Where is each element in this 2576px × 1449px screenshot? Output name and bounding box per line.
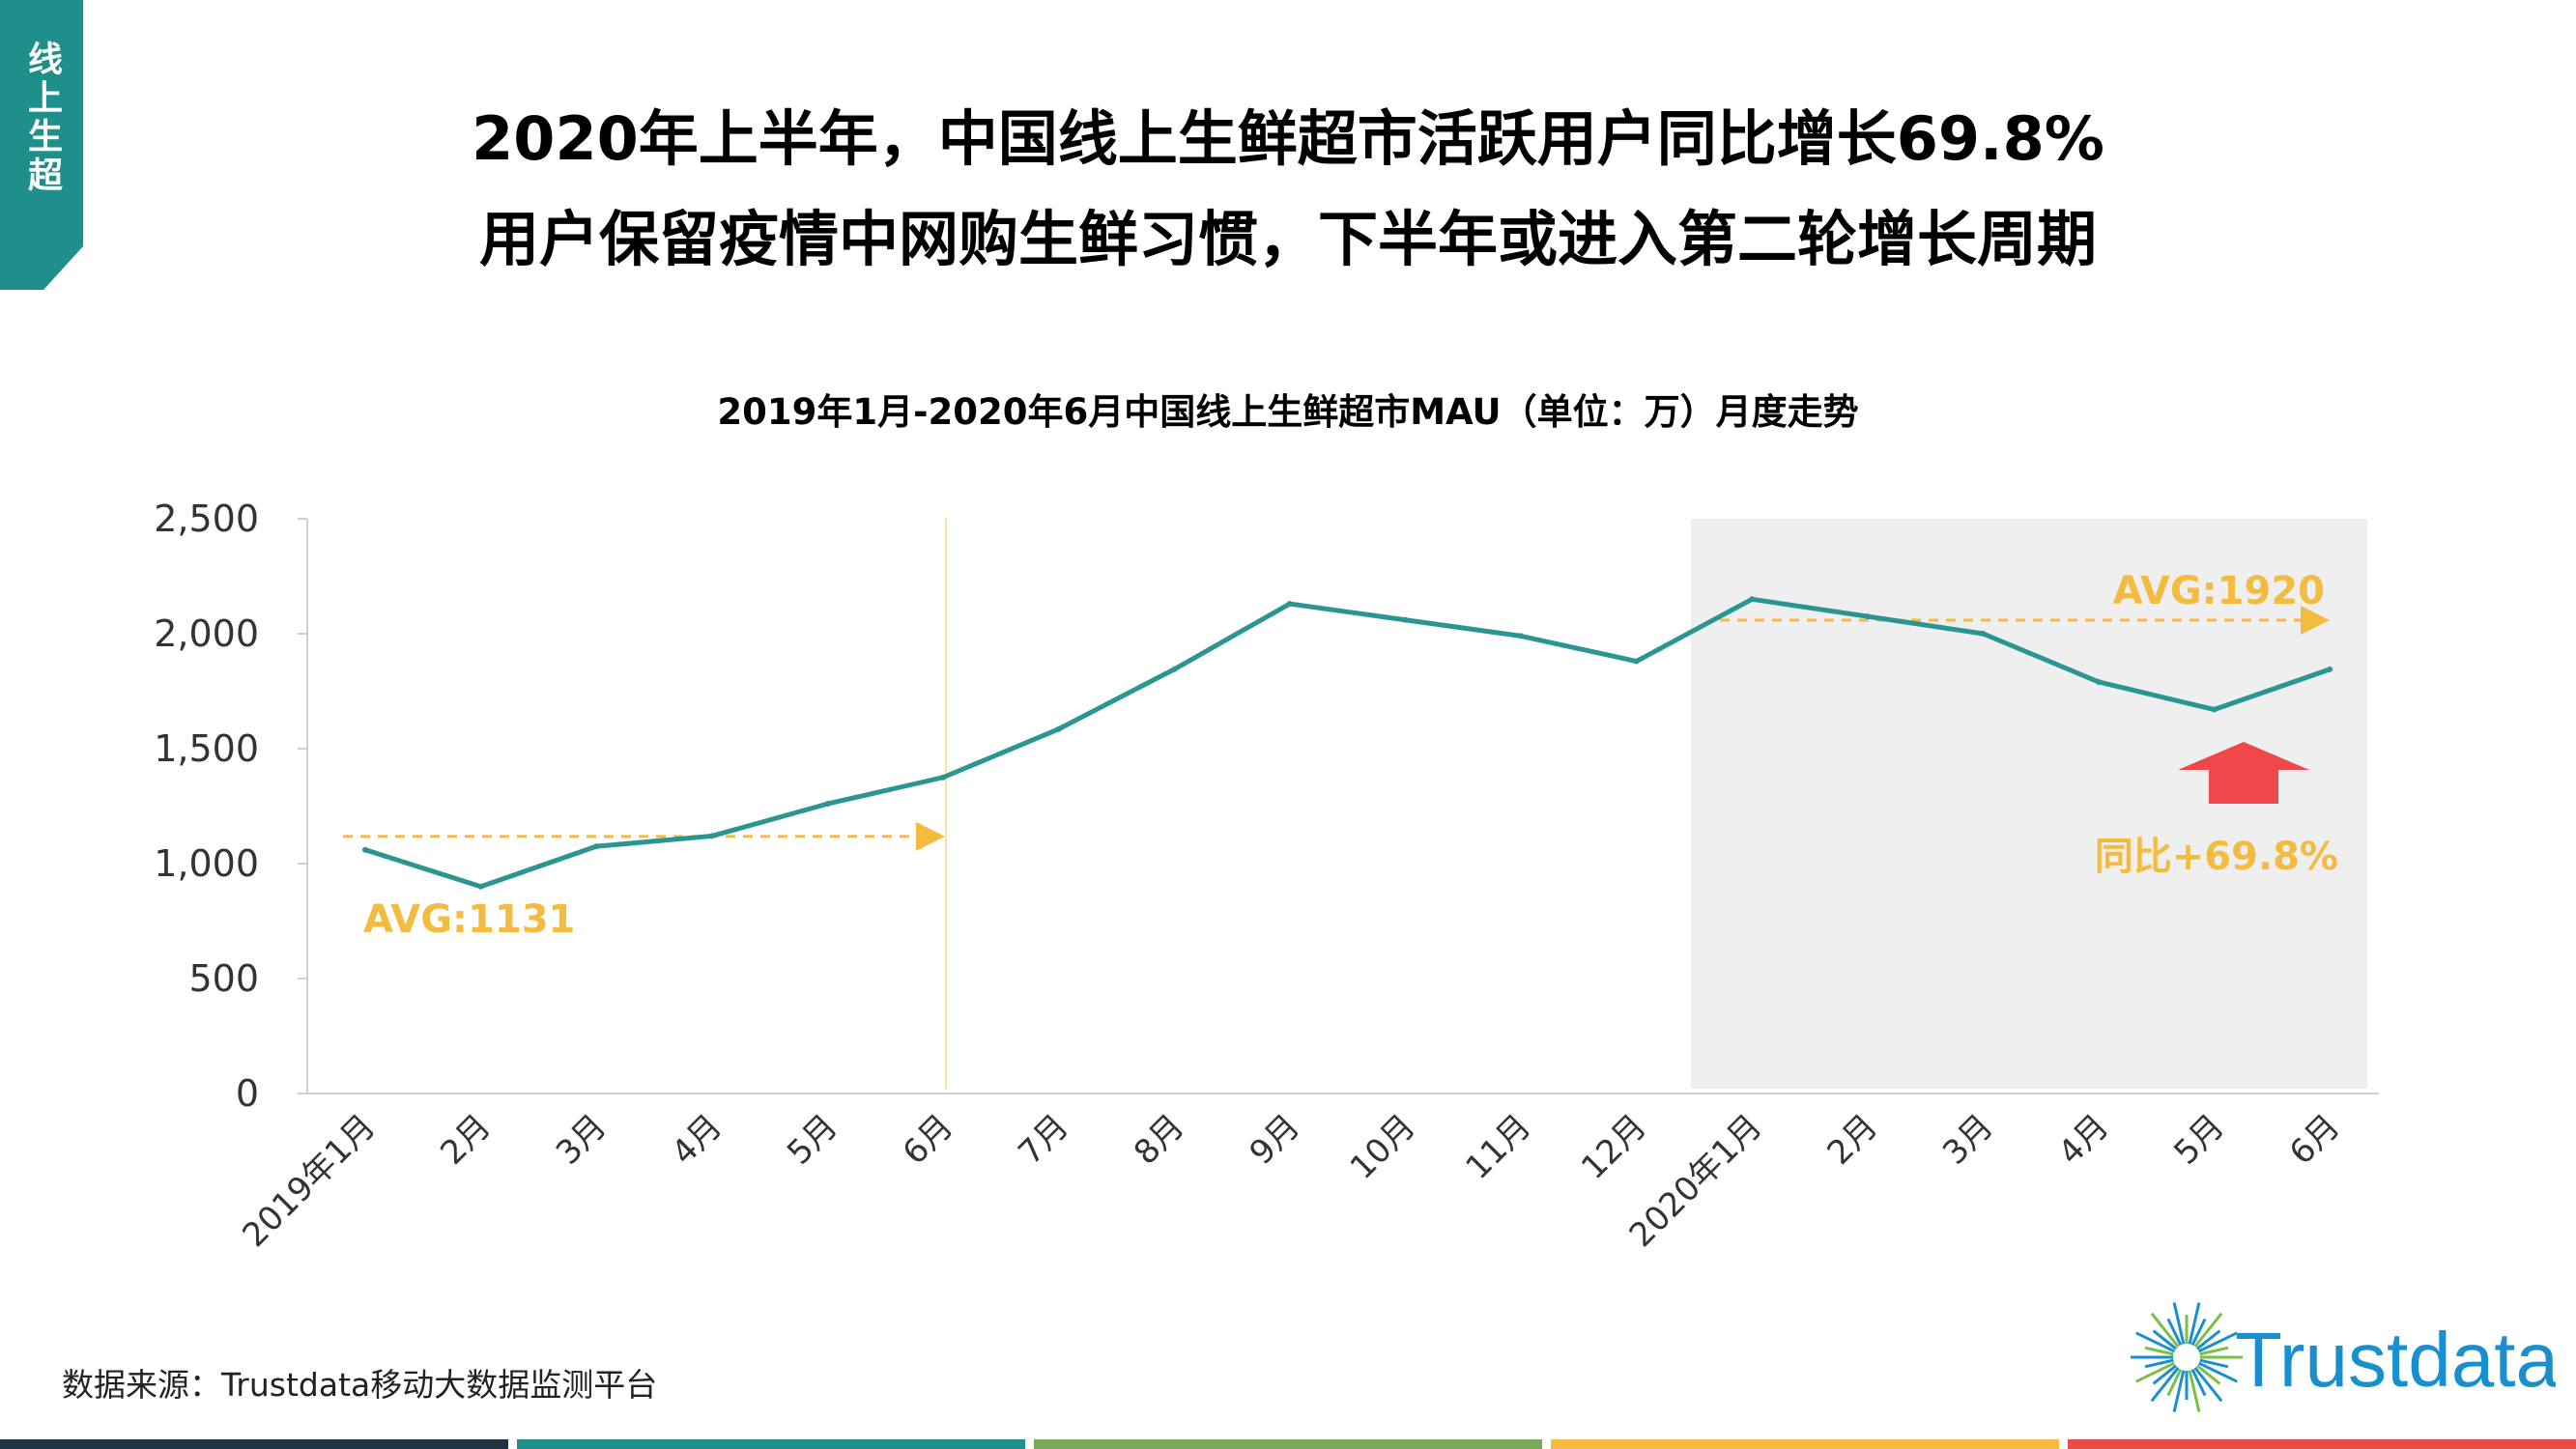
bottom-bar-segment <box>517 1439 1025 1449</box>
logo-ray <box>2152 1329 2177 1350</box>
logo-ray <box>2135 1361 2176 1383</box>
mau-data-point <box>1633 658 1640 665</box>
logo-ray <box>2190 1368 2207 1397</box>
logo-ray <box>2172 1370 2186 1412</box>
logo-ray <box>2197 1331 2238 1353</box>
logo-ray <box>2196 1364 2221 1385</box>
logo-ray <box>2144 1358 2174 1369</box>
mau-series-line <box>364 596 2332 890</box>
mau-data-point <box>593 843 600 850</box>
logo-ray <box>2150 1312 2180 1348</box>
mau-data-point <box>2327 666 2333 672</box>
headline: 2020年上半年，中国线上生鲜超市活跃用户同比增长69.8% 用户保留疫情中网购… <box>0 89 2576 290</box>
headline-line-1: 2020年上半年，中国线上生鲜超市活跃用户同比增长69.8% <box>472 103 2104 174</box>
x-tick-label: 10月 <box>1343 1107 1423 1187</box>
logo-ray <box>2199 1358 2229 1369</box>
yoy-growth-label: 同比+69.8% <box>2095 835 2338 879</box>
bottom-bar-segment <box>1551 1439 2059 1449</box>
mau-line-chart: 0 500 1,000 1,500 2,000 2,500 2019年1月 2月 3月 4月 5月 6… <box>154 497 2379 1255</box>
bottom-bar-segment <box>0 1439 508 1449</box>
mau-data-point <box>1171 666 1178 672</box>
sunburst-icon <box>2131 1302 2243 1412</box>
x-tick-label: 5月 <box>2166 1107 2232 1173</box>
x-tick-label: 4月 <box>2051 1107 2117 1173</box>
x-tick-label: 3月 <box>549 1107 615 1173</box>
trustdata-logo: Trustdata <box>2131 1302 2556 1412</box>
logo-ray <box>2190 1318 2207 1347</box>
logo-ray <box>2188 1302 2201 1345</box>
avg-2020-label: AVG:1920 <box>2113 569 2325 613</box>
mau-data-point <box>1980 631 1987 637</box>
logo-ray <box>2172 1302 2186 1345</box>
logo-ray <box>2166 1368 2183 1397</box>
mau-data-point <box>1402 616 1409 623</box>
logo-ray <box>2196 1329 2221 1350</box>
logo-ray <box>2188 1370 2201 1412</box>
up-arrow-icon <box>2178 742 2309 804</box>
mau-data-point <box>1518 633 1524 639</box>
x-tick-label: 12月 <box>1574 1107 1654 1187</box>
x-tick-label: 2月 <box>433 1107 499 1173</box>
mau-data-point <box>477 883 484 890</box>
logo-ray <box>2150 1367 2180 1403</box>
headline-line-2: 用户保留疫情中网购生鲜习惯，下半年或进入第二轮增长周期 <box>478 204 2097 274</box>
x-tick-label: 6月 <box>2282 1107 2348 1173</box>
mau-data-point <box>2096 678 2102 685</box>
x-tick-label: 2019年1月 <box>236 1107 384 1255</box>
x-tick-label: 3月 <box>1935 1107 2001 1173</box>
logo-ray <box>2193 1312 2223 1348</box>
x-tick-label: 4月 <box>665 1107 730 1173</box>
logo-ray <box>2197 1361 2238 1383</box>
mau-data-point <box>940 774 946 781</box>
avg-2019-label: AVG:1131 <box>363 897 575 942</box>
y-tick-label: 2,500 <box>154 497 259 540</box>
mau-data-point <box>2211 706 2218 713</box>
mau-data-point <box>1749 596 1756 603</box>
logo-ray <box>2193 1367 2223 1403</box>
y-tick-label: 0 <box>236 1072 259 1115</box>
x-tick-label: 2月 <box>1820 1107 1886 1173</box>
bottom-bar-segment <box>1034 1439 1542 1449</box>
bottom-bar-segment <box>2068 1439 2576 1449</box>
logo-ray <box>2144 1346 2174 1356</box>
x-tick-label: 11月 <box>1458 1107 1538 1187</box>
mau-data-point <box>362 846 368 853</box>
logo-ray <box>2152 1364 2177 1385</box>
data-source: 数据来源：Trustdata移动大数据监测平台 <box>62 1366 658 1404</box>
y-tick-label: 2,000 <box>154 612 259 655</box>
x-tick-label: 5月 <box>780 1107 845 1173</box>
logo-ray <box>2166 1318 2183 1347</box>
mau-data-point <box>708 833 715 839</box>
section-tag: 线上生超 <box>0 0 83 290</box>
mau-data-point <box>824 801 831 808</box>
mau-data-point <box>1286 601 1293 608</box>
logo-text: Trustdata <box>2235 1317 2556 1403</box>
x-tick-label: 9月 <box>1243 1107 1308 1173</box>
bottom-color-bar <box>0 1439 2576 1449</box>
x-tick-label: 8月 <box>1127 1107 1192 1173</box>
mau-data-point <box>1864 613 1871 620</box>
logo-ray <box>2135 1331 2176 1353</box>
y-tick-label: 1,000 <box>154 842 259 885</box>
logo-ray <box>2199 1346 2229 1356</box>
y-tick-label: 500 <box>188 957 259 1000</box>
mau-data-point <box>1055 725 1062 732</box>
y-tick-label: 1,500 <box>154 727 259 770</box>
chart-title: 2019年1月-2020年6月中国线上生鲜超市MAU（单位：万）月度走势 <box>717 391 1859 433</box>
x-tick-label: 7月 <box>1011 1107 1076 1173</box>
x-tick-label: 6月 <box>896 1107 961 1173</box>
